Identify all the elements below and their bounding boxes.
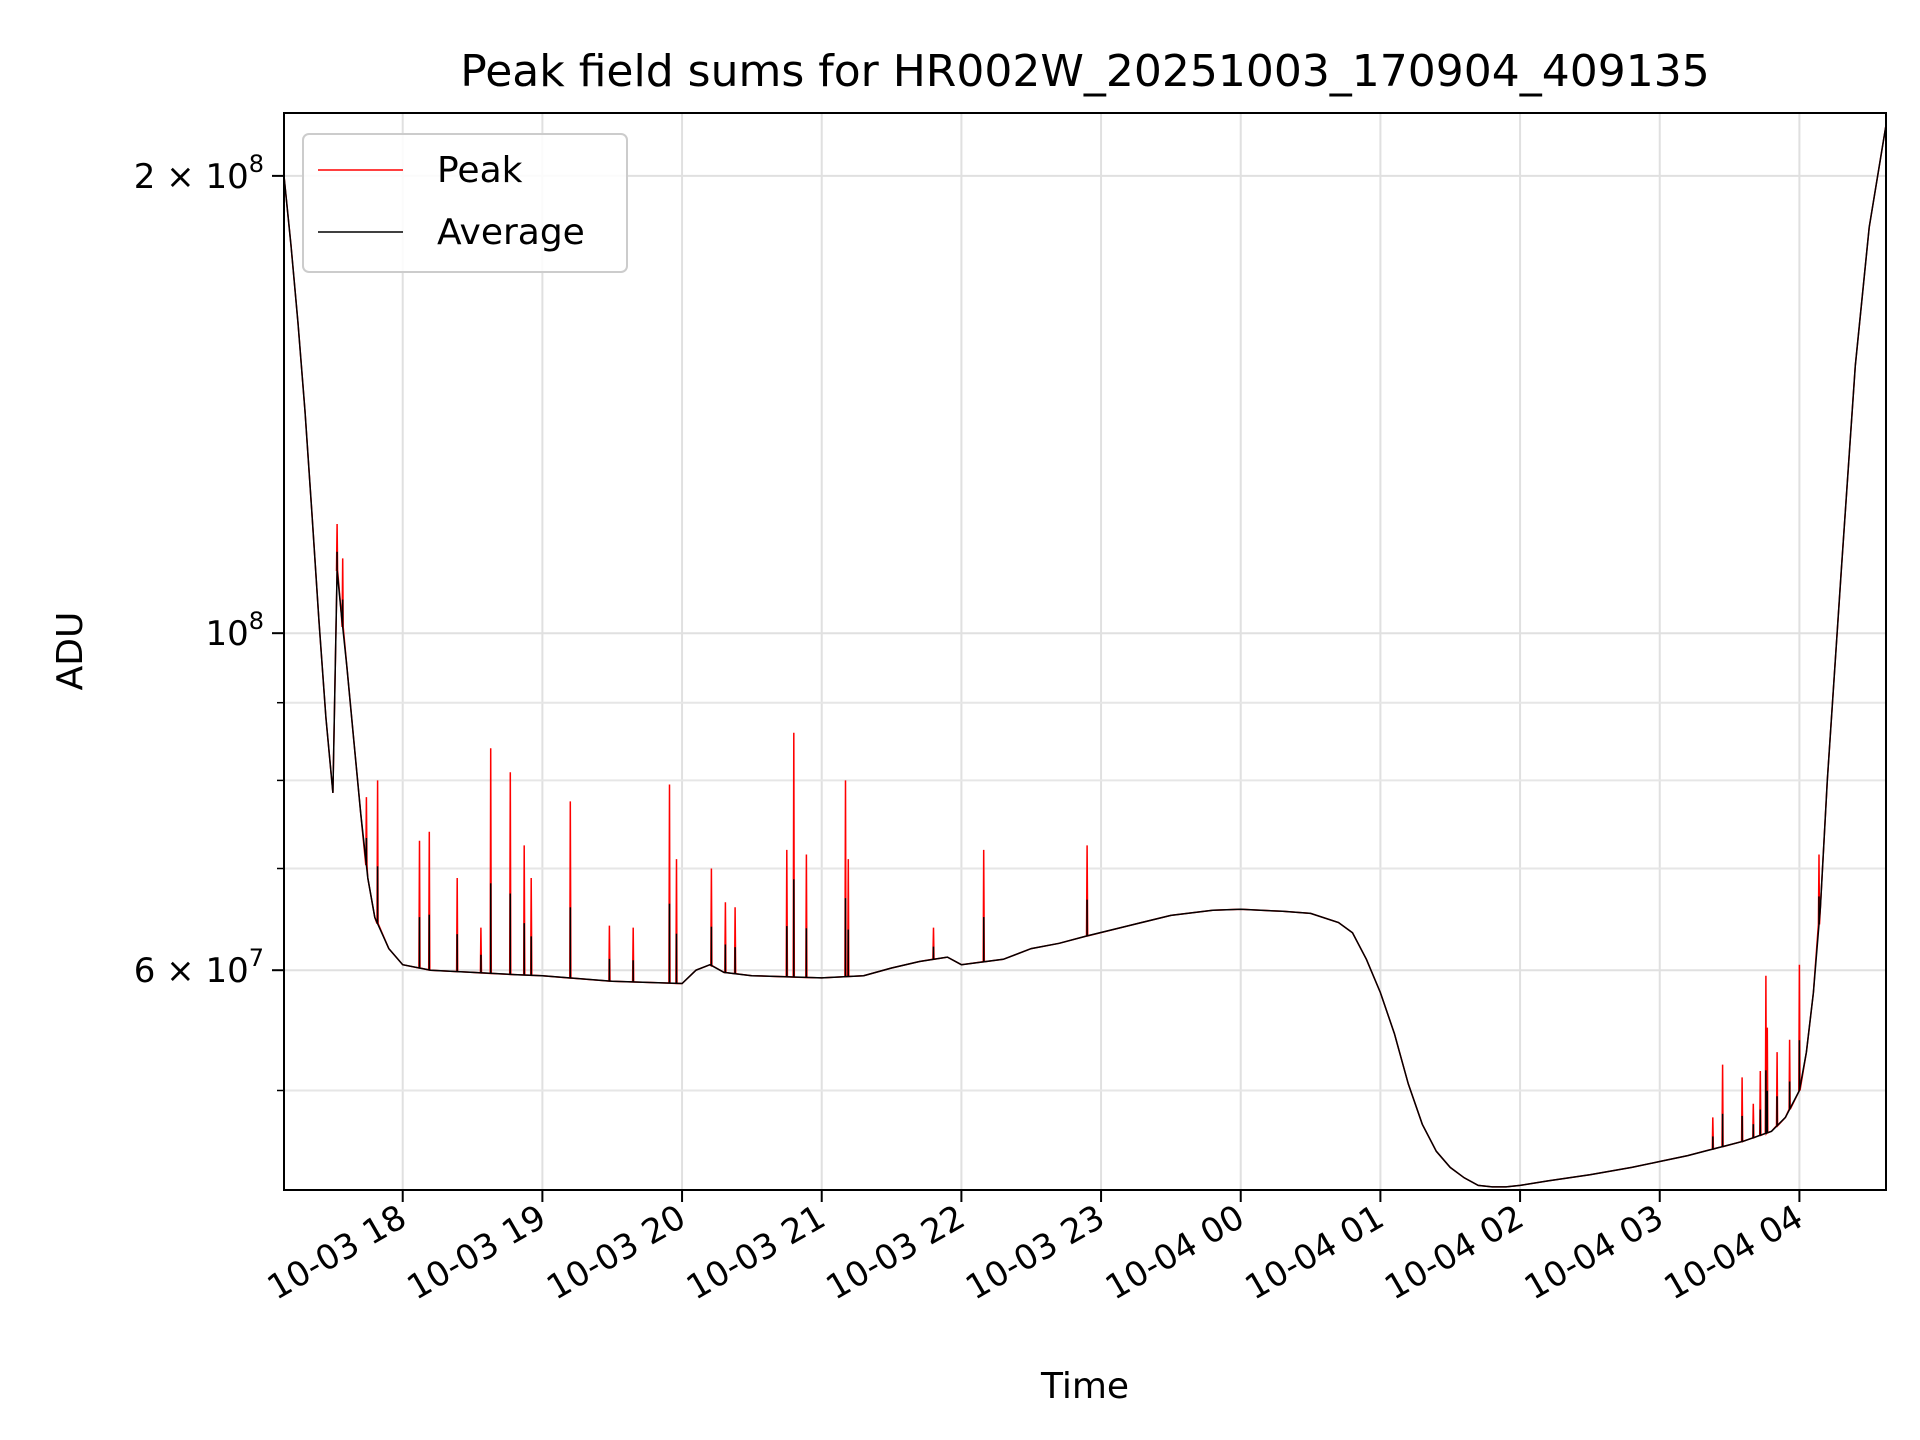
y-tick-label: 2 × 108 bbox=[134, 150, 264, 197]
legend-average-label: Average bbox=[437, 212, 585, 253]
legend-box bbox=[302, 133, 628, 273]
y-tick-label: 6 × 107 bbox=[134, 944, 264, 991]
series-layer bbox=[283, 124, 1887, 1188]
chart-title: Peak field sums for HR002W_20251003_1709… bbox=[460, 46, 1710, 97]
y-tick-label: 108 bbox=[205, 607, 264, 654]
axis-ticks bbox=[272, 174, 1801, 1202]
legend-peak-label: Peak bbox=[437, 150, 523, 191]
x-axis-label: Time bbox=[1040, 1366, 1129, 1407]
legend: Peak Average bbox=[302, 133, 628, 273]
plot-frame bbox=[283, 112, 1887, 1191]
y-axis-label: ADU bbox=[50, 612, 91, 691]
average-series-line bbox=[283, 124, 1887, 1188]
